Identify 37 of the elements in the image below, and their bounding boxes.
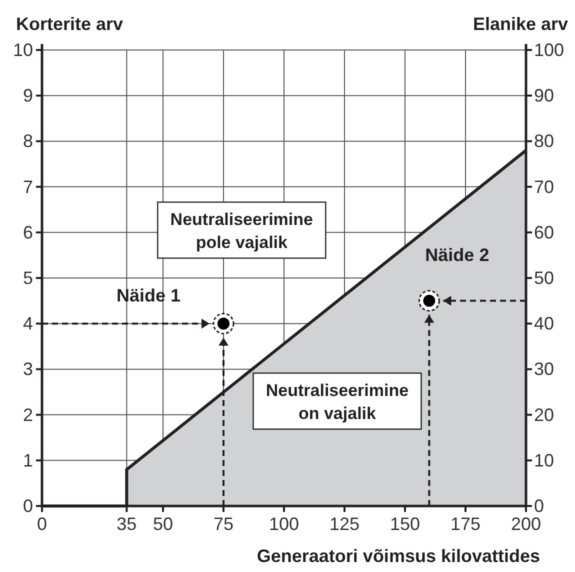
y2-tick-label: 40 bbox=[534, 314, 554, 334]
x-tick-label: 175 bbox=[450, 514, 481, 534]
x-tick-label: 0 bbox=[36, 514, 48, 534]
y2-tick-label: 80 bbox=[534, 131, 554, 152]
y2-tick-label: 50 bbox=[534, 268, 554, 288]
x-tick-label: 200 bbox=[510, 514, 542, 534]
x-tick-label: 100 bbox=[268, 514, 300, 534]
x-tick-label: 35 bbox=[116, 514, 137, 534]
y2-tick-label: 30 bbox=[534, 359, 554, 380]
y-tick-label: 9 bbox=[22, 86, 33, 106]
y2-tick-label: 100 bbox=[534, 40, 564, 60]
y-tick-label: 10 bbox=[12, 40, 33, 60]
series-label: Näide 2 bbox=[425, 244, 490, 265]
y-tick-label: 4 bbox=[22, 314, 33, 334]
x-tick-label: 125 bbox=[329, 514, 360, 534]
annotation: Neutraliseerimine on vajalik bbox=[266, 381, 409, 424]
x-tick-label: 75 bbox=[213, 514, 234, 534]
y2-tick-label: 60 bbox=[534, 222, 554, 242]
y2-tick-label: 10 bbox=[534, 450, 554, 470]
y-tick-label: 6 bbox=[22, 222, 33, 242]
y-tick-label: 3 bbox=[22, 359, 33, 380]
y-tick-label: 5 bbox=[22, 268, 33, 288]
x-tick-label: 50 bbox=[152, 514, 174, 534]
x-tick-label: 150 bbox=[390, 514, 420, 534]
annotation: Neutraliseerimine pole vajalik bbox=[170, 210, 313, 252]
y-tick-label: 0 bbox=[22, 496, 33, 516]
y-tick-label: 1 bbox=[22, 450, 33, 470]
y-tick-label: 2 bbox=[22, 404, 33, 425]
y-tick-label: 8 bbox=[22, 131, 33, 152]
y2-tick-label: 70 bbox=[534, 176, 554, 197]
y-axis-title: Korterite arv bbox=[16, 14, 124, 34]
x-axis-title: Generaatori võimsus kilovattides bbox=[256, 546, 540, 566]
y-tick-label: 7 bbox=[22, 176, 33, 197]
y2-tick-label: 20 bbox=[534, 404, 554, 425]
y2-tick-label: 0 bbox=[534, 496, 544, 516]
y2-axis-title: Elanike arv bbox=[472, 14, 568, 34]
y2-tick-label: 90 bbox=[534, 86, 554, 106]
